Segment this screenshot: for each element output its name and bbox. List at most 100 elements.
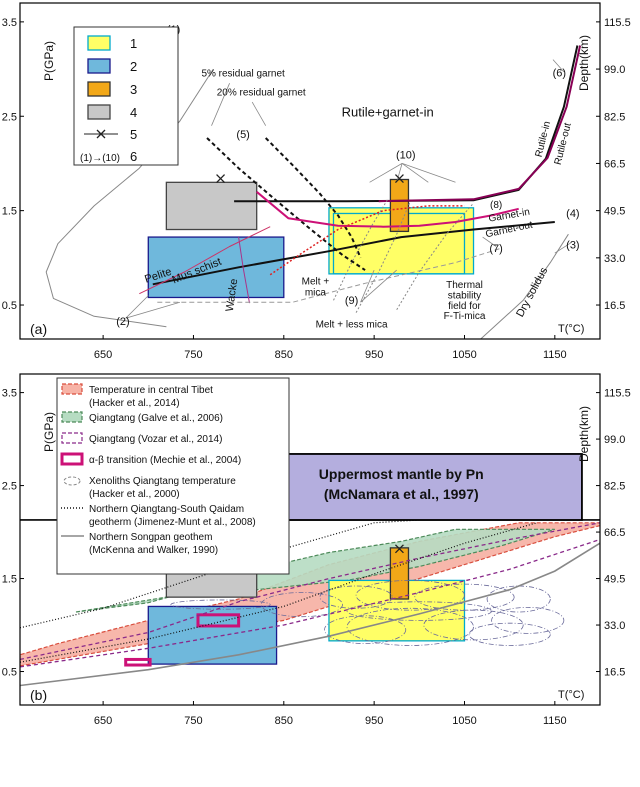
legend-item: Temperature in central Tibet (Hacker et a… — [61, 383, 213, 409]
y2-tick-label: 16.5 — [604, 300, 625, 312]
legend-item: α-β transition (Mechie et al., 2004) — [60, 452, 241, 466]
legend-item: 3 — [87, 81, 137, 97]
leader-line — [251, 101, 267, 126]
legend-swatch — [61, 432, 83, 444]
rutile-out-curve — [378, 45, 582, 203]
annotation: Melt + — [302, 276, 330, 287]
y2-axis-label: Depth(km) — [577, 35, 591, 91]
x-tick-label: 950 — [365, 349, 383, 361]
legend-sublabel: (Hacker et al., 2014) — [89, 398, 180, 409]
legend-label: 1 — [130, 36, 137, 51]
y2-tick-label: 115.5 — [604, 388, 631, 400]
y-tick-label: 3.5 — [2, 17, 17, 29]
legend-swatch — [63, 476, 81, 486]
y-tick-label: 0.5 — [2, 667, 17, 679]
dry-solidus-curve — [480, 233, 569, 339]
mantle-subtitle: (McNamara et al., 1997) — [324, 486, 479, 502]
y2-tick-label: 33.0 — [604, 620, 625, 632]
legend-label: 5 — [130, 127, 137, 142]
mantle-title: Uppermost mantle by Pn — [319, 466, 484, 482]
legend-label: 3 — [130, 82, 137, 97]
box-2 — [147, 236, 285, 299]
legend-swatch — [61, 411, 83, 423]
y-axis-label: P(GPa) — [42, 41, 56, 81]
annotation: (6) — [553, 68, 566, 80]
legend-label: Temperature in central Tibet — [89, 385, 213, 396]
annotation: stability — [448, 290, 481, 301]
legend-label: Qiangtang (Galve et al., 2006) — [89, 413, 223, 424]
xenolith-ellipse — [324, 615, 407, 645]
x-tick-label: 750 — [184, 349, 202, 361]
annotation: (3) — [566, 239, 579, 251]
x-axis-label: T(°C) — [558, 323, 584, 335]
legend-item: Northern Qiangtang-South Qaidam geotherm … — [61, 504, 256, 528]
y2-tick-label: 66.5 — [604, 158, 625, 170]
legend-label: 6 — [130, 149, 137, 164]
annotation: (5) — [236, 129, 249, 141]
legend-item: 2 — [87, 58, 137, 74]
x-tick-label: 850 — [275, 715, 293, 727]
legend-label: Northern Songpan geothem — [89, 532, 212, 543]
legend-item: (1)→(10) 6 — [80, 149, 137, 164]
y2-tick-label: 115.5 — [604, 17, 631, 29]
annotation: field for — [448, 301, 481, 312]
panel-b: Uppermost mantle by Pn (McNamara et al., … — [2, 373, 631, 727]
leader-line — [125, 301, 181, 319]
leader-line — [552, 59, 565, 73]
annotation: Thermal — [446, 280, 483, 291]
y2-axis-label: Depth(km) — [577, 406, 591, 462]
x-marker — [216, 174, 226, 184]
y2-tick-label: 49.5 — [604, 574, 625, 586]
legend-item: Qiangtang (Vozar et al., 2014) — [61, 432, 222, 445]
leader-line — [360, 269, 397, 303]
panel-label: (b) — [30, 687, 47, 703]
y2-tick-label: 66.5 — [604, 527, 625, 539]
annotation: Melt + less mica — [316, 320, 388, 331]
legend-item: Xenoliths Qiangtang temperature (Hacker e… — [63, 476, 236, 500]
y-tick-label: 2.5 — [2, 481, 17, 493]
xenolith-ellipse — [346, 607, 474, 646]
x-tick-label: 1150 — [543, 715, 567, 727]
annotation: mica — [305, 288, 327, 299]
legend-text: (1)→(10) — [80, 153, 120, 164]
legend-swatch — [87, 35, 111, 51]
annotation: Rutile+garnet-in — [342, 104, 434, 119]
xenolith-ellipse — [486, 585, 551, 613]
y2-tick-label: 16.5 — [604, 667, 625, 679]
legend-frame — [56, 377, 290, 575]
legend-sublabel: (McKenna and Walker, 1990) — [89, 545, 218, 556]
box-3 — [389, 178, 410, 233]
legend-label: 2 — [130, 59, 137, 74]
annotation: Dry solidus — [514, 265, 550, 319]
y2-tick-label: 99.0 — [604, 434, 625, 446]
x-tick-label: 1150 — [543, 349, 567, 361]
box-3 — [389, 547, 410, 600]
annotation: (9) — [345, 295, 358, 307]
y2-tick-label: 99.0 — [604, 64, 625, 76]
leader-line — [482, 236, 497, 247]
panel-a: wet soliduscurve(1)5% residual garnet20%… — [2, 2, 631, 361]
plot-frame — [19, 2, 601, 340]
annotation: F-Ti-mica — [444, 311, 486, 322]
legend-sublabel: geotherm (Jimenez-Munt et al., 2008) — [89, 517, 256, 528]
xenolith-ellipse — [170, 599, 271, 610]
y2-tick-label: 33.0 — [604, 253, 625, 265]
box-4 — [165, 181, 258, 231]
legend-label: Northern Qiangtang-South Qaidam — [89, 504, 244, 515]
legend-item: 5 — [84, 127, 137, 142]
x-marker — [394, 544, 404, 554]
annotation: (4) — [566, 208, 579, 220]
songpan-geotherm — [20, 542, 600, 687]
grey-dashed-9 — [157, 247, 501, 303]
garnet-in-curve — [256, 191, 519, 228]
residual-garnet-5pct — [206, 137, 366, 271]
mus-schist-curve — [139, 226, 271, 295]
vozar-upper — [20, 522, 600, 661]
y-axis-label: P(GPa) — [42, 412, 56, 452]
y-tick-label: 1.5 — [2, 574, 17, 586]
legend-label: Qiangtang (Vozar et al., 2014) — [89, 434, 222, 445]
leader-line — [360, 269, 375, 303]
annotation: (10) — [396, 150, 416, 162]
x-tick-label: 950 — [365, 715, 383, 727]
rutile-in-curve — [234, 45, 579, 203]
